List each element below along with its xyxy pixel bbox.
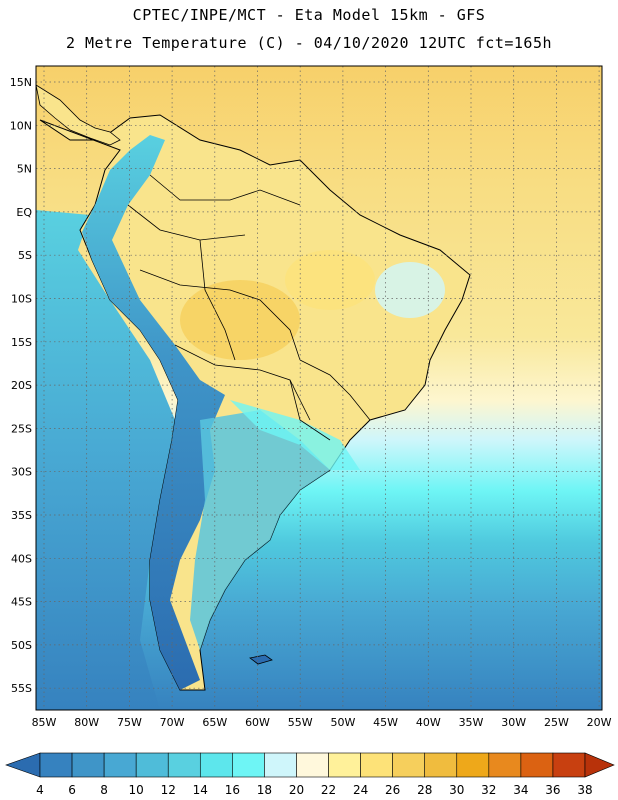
- lon-label: 55W: [288, 716, 313, 729]
- colorbar-label: 34: [513, 783, 528, 797]
- northeast-cool-zone: [375, 262, 445, 318]
- colorbar-swatch: [135, 752, 169, 778]
- lat-label: 35S: [11, 509, 32, 522]
- colorbar-swatch: [328, 752, 361, 778]
- colorbar-swatch: [39, 752, 73, 778]
- colorbar-swatch: [360, 752, 393, 778]
- longitude-labels: 85W 80W 75W 70W 65W 60W 55W 50W 45W 40W 35W 30W 25W 2…: [32, 716, 612, 729]
- colorbar-swatch: [424, 752, 458, 778]
- colorbar-label: 10: [129, 783, 144, 797]
- colorbar-label: 22: [321, 783, 336, 797]
- lat-label: 5S: [18, 249, 32, 262]
- lon-label: 50W: [330, 716, 355, 729]
- central-hot-zone: [180, 280, 300, 360]
- colorbar-label: 18: [257, 783, 272, 797]
- colorbar-swatch: [71, 752, 105, 778]
- map-gridlines: [36, 66, 602, 710]
- lon-label: 35W: [459, 716, 484, 729]
- pampas-region: [230, 400, 360, 470]
- colorbar-swatch: [488, 752, 522, 778]
- lon-label: 75W: [117, 716, 142, 729]
- colorbar-label: 28: [417, 783, 432, 797]
- lat-label: 15S: [11, 336, 32, 349]
- falkland-islands: [249, 654, 273, 665]
- colorbar-label: 36: [545, 783, 560, 797]
- colorbar-swatch: [296, 752, 329, 778]
- lat-label: 10N: [10, 119, 32, 132]
- lon-label: 60W: [245, 716, 270, 729]
- lat-label: 55S: [11, 682, 32, 695]
- lat-label: 20S: [11, 379, 32, 392]
- lon-label: 25W: [544, 716, 569, 729]
- lon-label: 20W: [587, 716, 612, 729]
- colorbar-label: 8: [100, 783, 108, 797]
- lat-label: 5N: [17, 163, 32, 176]
- colorbar-label: 14: [193, 783, 208, 797]
- lat-label: 25S: [11, 422, 32, 435]
- map-title-line1: CPTEC/INPE/MCT - Eta Model 15km - GFS: [132, 6, 486, 24]
- map-frame: [35, 65, 603, 711]
- lat-label: 50S: [11, 639, 32, 652]
- lon-label: 65W: [202, 716, 227, 729]
- colorbar-swatch: [456, 752, 490, 778]
- lon-label: 45W: [373, 716, 398, 729]
- lat-label: 45S: [11, 596, 32, 609]
- lon-label: 40W: [416, 716, 441, 729]
- lat-label: EQ: [16, 206, 32, 219]
- colorbar-label: 12: [161, 783, 176, 797]
- colorbar-label: 6: [68, 783, 76, 797]
- colorbar-arrow-low: [5, 752, 41, 778]
- lon-label: 70W: [160, 716, 185, 729]
- lon-label: 80W: [74, 716, 99, 729]
- colorbar-swatch: [392, 752, 426, 778]
- colorbar-label: 24: [353, 783, 368, 797]
- colorbar-label: 30: [449, 783, 464, 797]
- colorbar-label: 38: [577, 783, 592, 797]
- latitude-labels: 15N 10N 5N EQ 5S 10S 15S 20S 25S 30S 35S 40S 45S 50S 5…: [10, 76, 33, 695]
- colorbar-swatch: [264, 752, 297, 778]
- colorbar-swatch: [552, 752, 586, 778]
- andes-cold-region: [82, 135, 225, 690]
- colorbar-labels: 4 6 8 10 12 14 16 18 20 22 24 26 28 30 32 34 36 38: [36, 783, 592, 797]
- lon-label: 30W: [501, 716, 526, 729]
- interior-warm-zone: [285, 250, 375, 310]
- colorbar-arrow-high: [584, 752, 615, 778]
- colorbar-label: 16: [225, 783, 240, 797]
- colorbar-swatch: [167, 752, 201, 778]
- colorbar: [5, 752, 615, 778]
- lat-label: 10S: [11, 293, 32, 306]
- map-title-line2: 2 Metre Temperature (C) - 04/10/2020 12U…: [65, 34, 553, 52]
- central-america: [36, 84, 121, 146]
- pacific-ocean: [36, 210, 175, 710]
- colorbar-label: 4: [36, 783, 44, 797]
- lon-label: 85W: [32, 716, 57, 729]
- colorbar-swatch: [199, 752, 233, 778]
- colorbar-label: 32: [481, 783, 496, 797]
- colorbar-label: 26: [385, 783, 400, 797]
- colorbar-swatch: [232, 752, 265, 778]
- lat-label: 15N: [10, 76, 32, 89]
- lat-label: 30S: [11, 466, 32, 479]
- colorbar-swatch: [520, 752, 554, 778]
- colorbar-swatch: [103, 752, 137, 778]
- patagonia-region: [190, 410, 330, 650]
- colorbar-label: 20: [289, 783, 304, 797]
- lat-label: 40S: [11, 552, 32, 565]
